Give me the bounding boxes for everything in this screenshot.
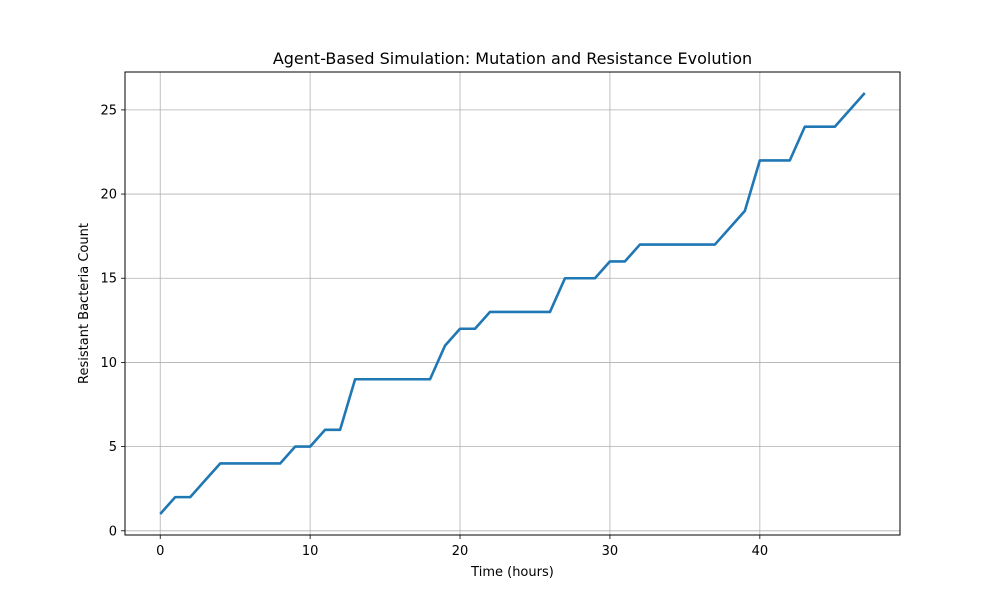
series-layer	[159, 92, 866, 515]
y-tick-label: 10	[100, 356, 117, 371]
y-axis-label: Resistant Bacteria Count	[77, 223, 92, 384]
x-tick-label: 40	[752, 544, 769, 559]
y-tick-label: 15	[100, 272, 117, 287]
x-tick-label: 10	[302, 544, 319, 559]
grid	[125, 72, 900, 535]
y-tick-label: 20	[100, 188, 117, 203]
x-tick-label: 30	[602, 544, 619, 559]
x-axis-label: Time (hours)	[470, 565, 554, 580]
y-tick-label: 5	[109, 440, 117, 455]
x-tick-label: 20	[452, 544, 469, 559]
plot-frame	[124, 71, 901, 536]
axis-ticks: 0 10 20 30 40 0 5 10 15 20 25	[100, 103, 768, 559]
y-tick-label: 25	[100, 103, 117, 118]
x-tick-label: 0	[156, 544, 164, 559]
y-tick-label: 0	[109, 524, 117, 539]
series-line	[159, 92, 866, 515]
chart-title: Agent-Based Simulation: Mutation and Res…	[273, 49, 752, 68]
